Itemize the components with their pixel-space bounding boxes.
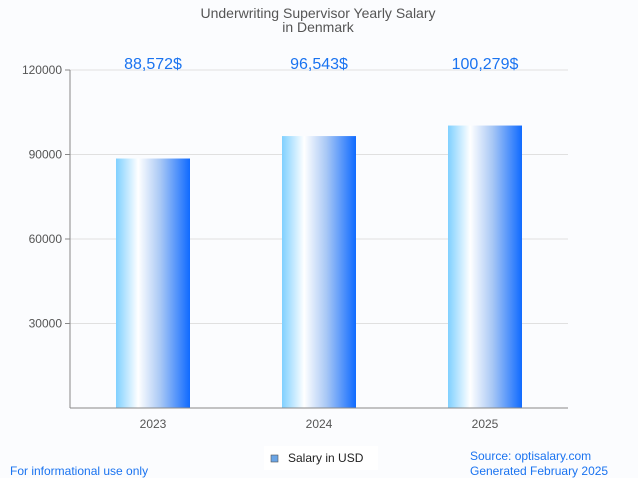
x-tick-label: 2024 xyxy=(306,417,333,431)
x-tick-label: 2025 xyxy=(472,417,499,431)
y-tick-label: 120000 xyxy=(22,63,62,77)
chart-title-line-1: Underwriting Supervisor Yearly Salary xyxy=(201,5,436,21)
data-label-2025: 100,279$ xyxy=(452,56,519,73)
y-tick-label: 30000 xyxy=(29,317,63,331)
footer-disclaimer: For informational use only xyxy=(10,464,148,478)
data-label-2024: 96,543$ xyxy=(290,56,348,73)
data-label-2023: 88,572$ xyxy=(124,56,182,73)
bar-2025[interactable] xyxy=(448,125,522,408)
bar-2023[interactable] xyxy=(116,158,190,408)
chart-title-line-2: in Denmark xyxy=(282,19,355,35)
y-tick-label: 60000 xyxy=(29,232,63,246)
legend-background xyxy=(264,446,378,470)
y-tick-label: 90000 xyxy=(29,148,63,162)
x-tick-label: 2023 xyxy=(140,417,167,431)
legend-swatch xyxy=(270,454,279,463)
legend[interactable]: Salary in USD xyxy=(264,446,378,470)
footer-source[interactable]: Source: optisalary.com xyxy=(470,449,591,463)
legend-label: Salary in USD xyxy=(288,451,364,465)
bar-2024[interactable] xyxy=(282,136,356,408)
footer-generated: Generated February 2025 xyxy=(470,464,608,478)
